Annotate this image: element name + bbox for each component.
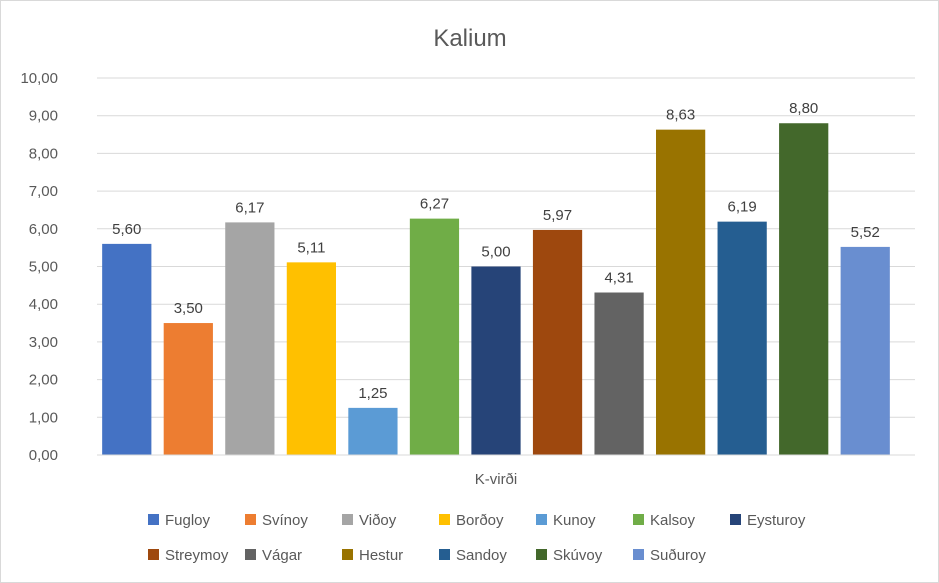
y-axis-ticks: 0,00 1,00 2,00 3,00 4,00 5,00 6,00 7,00 8,00 9,00… [20,70,58,464]
legend-swatch [439,549,450,560]
legend-label: Skúvoy [553,547,603,564]
legend-item-vágar: Vágar [245,547,302,564]
chart-title: Kalium [433,25,506,52]
legend-label: Fugloy [165,512,211,529]
legend-label: Eysturoy [747,512,806,529]
legend-swatch [245,549,256,560]
bar-borðoy [286,262,336,455]
legend-swatch [148,514,159,525]
bar-suðuroy [840,246,890,455]
legend-swatch [633,514,644,525]
bar-fugloy [102,243,152,455]
data-label-sandoy: 6,19 [728,199,757,216]
bars [102,123,890,456]
data-label-eysturoy: 5,00 [481,244,510,261]
legend-item-suðuroy: Suðuroy [633,547,706,564]
legend-item-fugloy: Fugloy [148,512,211,529]
legend-item-sandoy: Sandoy [439,547,507,564]
data-label-skúvoy: 8,80 [789,100,818,117]
legend-swatch [536,549,547,560]
legend-label: Vágar [262,547,302,564]
legend-item-viðoy: Viðoy [342,512,397,529]
legend-swatch [730,514,741,525]
bar-vágar [594,292,644,455]
legend-item-borðoy: Borðoy [439,512,504,529]
data-label-suðuroy: 5,52 [851,224,880,241]
y-tick-label: 9,00 [29,108,58,125]
y-tick-label: 1,00 [29,409,58,426]
legend-label: Suðuroy [650,547,706,564]
bar-streymoy [532,229,583,455]
legend-label: Viðoy [359,512,397,529]
legend-swatch [536,514,547,525]
y-tick-label: 5,00 [29,259,58,276]
legend-item-hestur: Hestur [342,547,403,564]
legend-label: Borðoy [456,512,504,529]
bar-kunoy [348,407,398,455]
legend-item-eysturoy: Eysturoy [730,512,806,529]
legend-item-svínoy: Svínoy [245,512,308,529]
data-label-viðoy: 6,17 [235,199,264,216]
y-tick-label: 0,00 [29,447,58,464]
bar-svínoy [163,323,213,455]
data-label-borðoy: 5,11 [297,239,325,256]
legend-label: Streymoy [165,547,229,564]
legend-swatch [439,514,450,525]
legend-swatch [148,549,159,560]
data-label-svínoy: 3,50 [174,300,203,317]
bar-eysturoy [471,266,521,455]
data-label-hestur: 8,63 [666,107,695,124]
legend-label: Sandoy [456,547,507,564]
legend: Fugloy Svínoy Viðoy Borðoy Kunoy Kalsoy Eystur… [148,512,806,564]
y-tick-label: 4,00 [29,296,58,313]
legend-label: Svínoy [262,512,308,529]
legend-swatch [342,549,353,560]
y-tick-label: 2,00 [29,372,58,389]
data-label-vágar: 4,31 [604,270,633,287]
bar-skúvoy [779,123,829,456]
legend-item-kalsoy: Kalsoy [633,512,696,529]
legend-swatch [633,549,644,560]
legend-swatch [245,514,256,525]
y-tick-label: 6,00 [29,221,58,238]
legend-label: Hestur [359,547,403,564]
legend-label: Kunoy [553,512,596,529]
y-tick-label: 7,00 [29,183,58,200]
legend-item-kunoy: Kunoy [536,512,596,529]
data-label-streymoy: 5,97 [543,207,572,224]
y-tick-label: 10,00 [20,70,58,87]
data-label-kunoy: 1,25 [358,385,387,402]
bar-hestur [656,129,706,456]
y-tick-label: 3,00 [29,334,58,351]
data-label-kalsoy: 6,27 [420,196,449,213]
legend-item-streymoy: Streymoy [148,547,229,564]
legend-swatch [342,514,353,525]
bar-sandoy [717,221,767,455]
bar-kalsoy [409,218,460,455]
y-tick-label: 8,00 [29,145,58,162]
legend-item-skúvoy: Skúvoy [536,547,603,564]
bar-viðoy [225,222,275,455]
category-label: K-virði [475,471,518,488]
legend-label: Kalsoy [650,512,696,529]
data-labels: 5,60 3,50 6,17 5,11 1,25 6,27 5,00 5,97 4,31 8,63… [112,100,880,402]
data-label-fugloy: 5,60 [112,221,141,238]
